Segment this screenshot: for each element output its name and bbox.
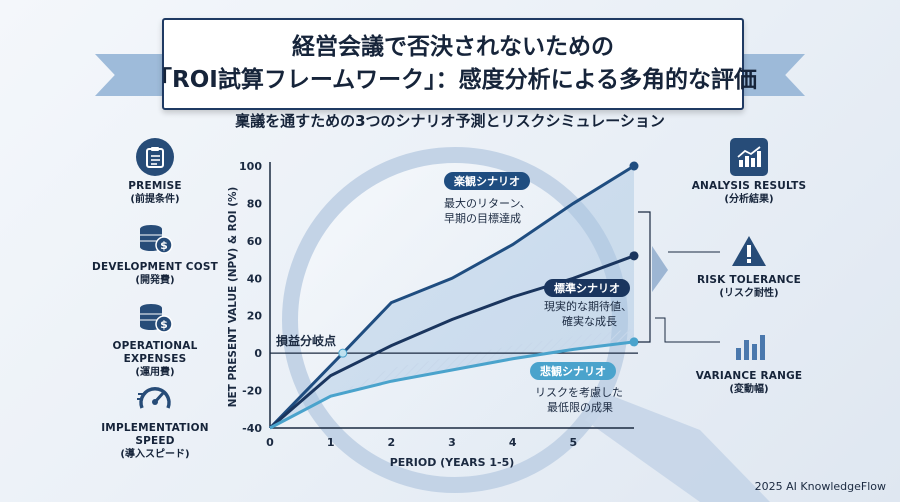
optimistic-badge xyxy=(444,172,530,190)
side-item-operational-expenses: $ OPERATIONAL EXPENSES (運用費) xyxy=(85,298,225,379)
x-tick-label: 5 xyxy=(570,436,578,449)
y-tick-label: 80 xyxy=(247,197,263,210)
x-tick-label: 4 xyxy=(509,436,517,449)
side-item-sub: (開発費) xyxy=(135,275,175,286)
point-standard-end xyxy=(629,251,639,261)
x-tick-label: 0 xyxy=(266,436,274,449)
y-tick-label: -40 xyxy=(242,422,262,435)
y-tick-label: 100 xyxy=(239,160,262,173)
y-tick-label: 40 xyxy=(247,272,263,285)
side-item-sub: (変動幅) xyxy=(729,384,769,395)
magnifier-handle xyxy=(585,395,770,502)
bracket-arrow xyxy=(652,246,668,292)
side-item-sub: (分析結果) xyxy=(724,194,774,205)
y-tick-label: 20 xyxy=(247,310,263,323)
y-tick-label: 60 xyxy=(247,235,263,248)
optimistic-label: 楽観シナリオ xyxy=(453,174,520,188)
coins-icon: $ xyxy=(136,298,174,336)
side-item-sub: (導入スピード) xyxy=(120,449,190,460)
y-axis-title: NET PRESENT VALUE (NPV) & ROI (%) xyxy=(227,187,239,408)
svg-text:$: $ xyxy=(160,318,168,331)
subtitle: 稟議を通すための3つのシナリオ予測とリスクシミュレーション xyxy=(235,112,665,130)
point-optimistic-end xyxy=(629,161,639,171)
side-item-analysis-results: ANALYSIS RESULTS (分析結果) xyxy=(679,138,819,206)
breakeven-point xyxy=(338,348,348,358)
pessimistic-desc-1: リスクを考慮した xyxy=(535,385,623,399)
point-pessimistic-end xyxy=(629,337,639,347)
connector-variance xyxy=(655,317,720,343)
standard-badge xyxy=(544,279,630,297)
warning-icon xyxy=(730,232,768,270)
side-item-label: RISK TOLERANCE xyxy=(697,274,801,286)
title-line-2: 「ROI試算フレームワーク」：感度分析による多角的な評価 xyxy=(149,67,757,93)
series-line-standard xyxy=(269,254,635,430)
title-banner: 経営会議で否決されないための 「ROI試算フレームワーク」：感度分析による多角的… xyxy=(149,18,757,110)
standard-desc-1: 現実的な期待値、 xyxy=(544,299,632,313)
speedometer-icon xyxy=(136,380,174,418)
x-axis-title: PERIOD (YEARS 1-5) xyxy=(390,456,515,469)
x-tick-label: 2 xyxy=(388,436,396,449)
side-item-sub: (運用費) xyxy=(135,367,175,378)
side-item-sub: (リスク耐性) xyxy=(719,288,779,299)
pessimistic-badge xyxy=(530,362,616,380)
side-item-label: PREMISE xyxy=(128,180,182,192)
bar-chart-icon xyxy=(730,328,768,366)
range-bracket xyxy=(638,211,651,343)
side-item-label: ANALYSIS RESULTS xyxy=(691,180,807,192)
x-tick-label: 3 xyxy=(448,436,456,449)
breakeven-label: 損益分岐点 xyxy=(276,333,336,348)
side-item-label: VARIANCE RANGE xyxy=(695,370,803,382)
pessimistic-desc-2: 最低限の成果 xyxy=(547,401,613,414)
variance-band xyxy=(270,166,634,428)
standard-label: 標準シナリオ xyxy=(554,281,620,295)
y-tick-label: -20 xyxy=(242,385,262,398)
optimistic-desc-1: 最大のリターン、 xyxy=(444,196,531,210)
optimistic-desc-2: 早期の目標達成 xyxy=(444,211,521,225)
coins-icon: $ xyxy=(136,219,174,257)
magnifier-lens xyxy=(282,147,628,493)
side-item-sub: (前提条件) xyxy=(130,194,180,205)
side-item-implementation-speed: IMPLEMENTATION SPEED (導入スピード) xyxy=(85,380,225,461)
clipboard-icon xyxy=(136,138,174,176)
side-item-premise: PREMISE (前提条件) xyxy=(85,138,225,206)
side-item-variance-range: VARIANCE RANGE (変動幅) xyxy=(679,328,819,396)
side-item-risk-tolerance: RISK TOLERANCE (リスク耐性) xyxy=(679,232,819,300)
side-item-label: DEVELOPMENT COST xyxy=(92,261,218,273)
title-line-1: 経営会議で否決されないための xyxy=(292,34,614,60)
side-item-label: OPERATIONAL EXPENSES xyxy=(112,340,198,365)
svg-text:$: $ xyxy=(160,239,168,252)
copyright: 2025 AI KnowledgeFlow xyxy=(754,480,886,493)
y-tick-label: 0 xyxy=(254,347,262,360)
standard-desc-2: 確実な成長 xyxy=(562,314,617,328)
pessimistic-label: 悲観シナリオ xyxy=(540,364,606,378)
x-tick-label: 1 xyxy=(327,436,335,449)
series-line-pessimistic xyxy=(269,340,635,430)
side-item-development-cost: $ DEVELOPMENT COST (開発費) xyxy=(85,219,225,287)
bar-chart-icon xyxy=(730,138,768,176)
side-item-label: IMPLEMENTATION SPEED xyxy=(101,422,209,447)
